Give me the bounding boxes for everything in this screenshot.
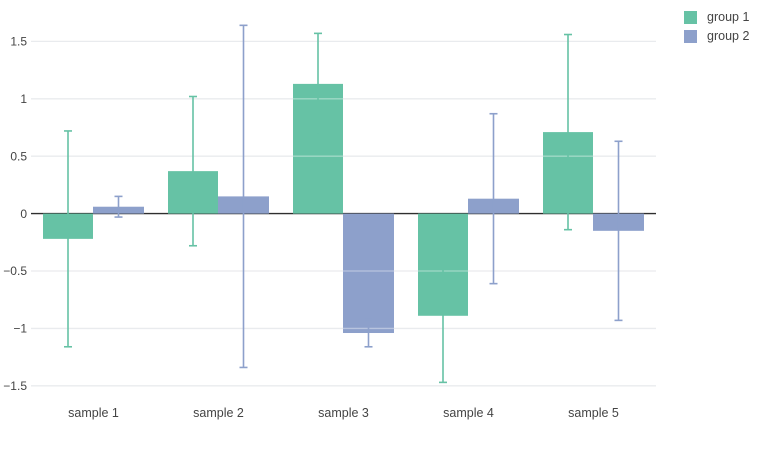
x-tick-label-sample-5: sample 5 <box>568 406 619 420</box>
legend-item-group-1[interactable]: group 1 <box>684 10 749 24</box>
bar-group-2-sample-3 <box>343 213 394 334</box>
x-tick-label-sample-2: sample 2 <box>193 406 244 420</box>
legend-swatch-group-2 <box>684 29 697 43</box>
y-tick-label: 0.5 <box>10 149 27 163</box>
y-tick-label: −0.5 <box>3 264 27 278</box>
legend-swatch-group-1 <box>684 10 697 24</box>
y-tick-label: 1 <box>20 92 27 106</box>
legend-label-group-1: group 1 <box>707 10 750 24</box>
y-tick-label: 0 <box>20 207 27 221</box>
x-tick-label-sample-4: sample 4 <box>443 406 494 420</box>
legend-item-group-2[interactable]: group 2 <box>684 29 749 43</box>
legend-label-group-2: group 2 <box>707 29 750 43</box>
legend: group 1 group 2 <box>684 10 749 48</box>
x-tick-label-sample-3: sample 3 <box>318 406 369 420</box>
y-tick-label: −1 <box>13 322 27 336</box>
x-tick-label-sample-1: sample 1 <box>68 406 119 420</box>
y-tick-label: −1.5 <box>3 379 27 393</box>
y-tick-label: 1.5 <box>10 35 27 49</box>
